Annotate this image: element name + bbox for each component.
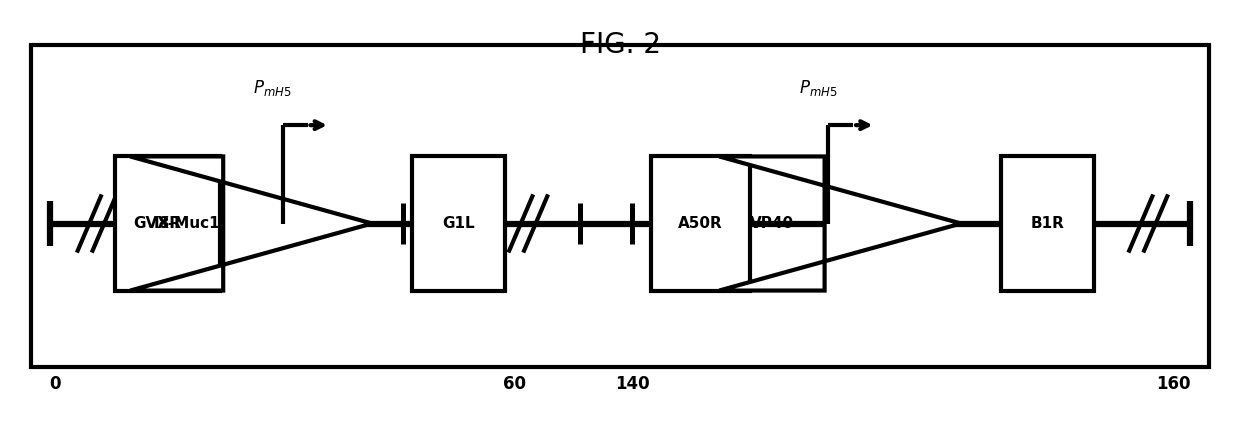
Text: 160: 160 [1156, 375, 1190, 393]
Polygon shape [719, 156, 961, 291]
Text: $\mathit{P}_{mH5}$: $\mathit{P}_{mH5}$ [253, 78, 291, 98]
Text: $\mathit{P}_{mH5}$: $\mathit{P}_{mH5}$ [799, 78, 837, 98]
Text: B1R: B1R [1030, 216, 1065, 231]
Bar [1002, 156, 1094, 291]
Text: VP40: VP40 [750, 216, 794, 231]
Text: G1L: G1L [443, 216, 475, 231]
Text: GVX-Muc1: GVX-Muc1 [134, 216, 219, 231]
Bar [651, 156, 750, 291]
Text: 60: 60 [503, 375, 526, 393]
Bar [114, 156, 221, 291]
Text: I8R: I8R [154, 216, 181, 231]
Text: A50R: A50R [678, 216, 723, 231]
Text: 0: 0 [50, 375, 61, 393]
Text: FIG. 2: FIG. 2 [579, 31, 661, 59]
Text: 140: 140 [615, 375, 650, 393]
Bar [31, 45, 1209, 367]
Bar [412, 156, 506, 291]
Polygon shape [130, 156, 372, 291]
